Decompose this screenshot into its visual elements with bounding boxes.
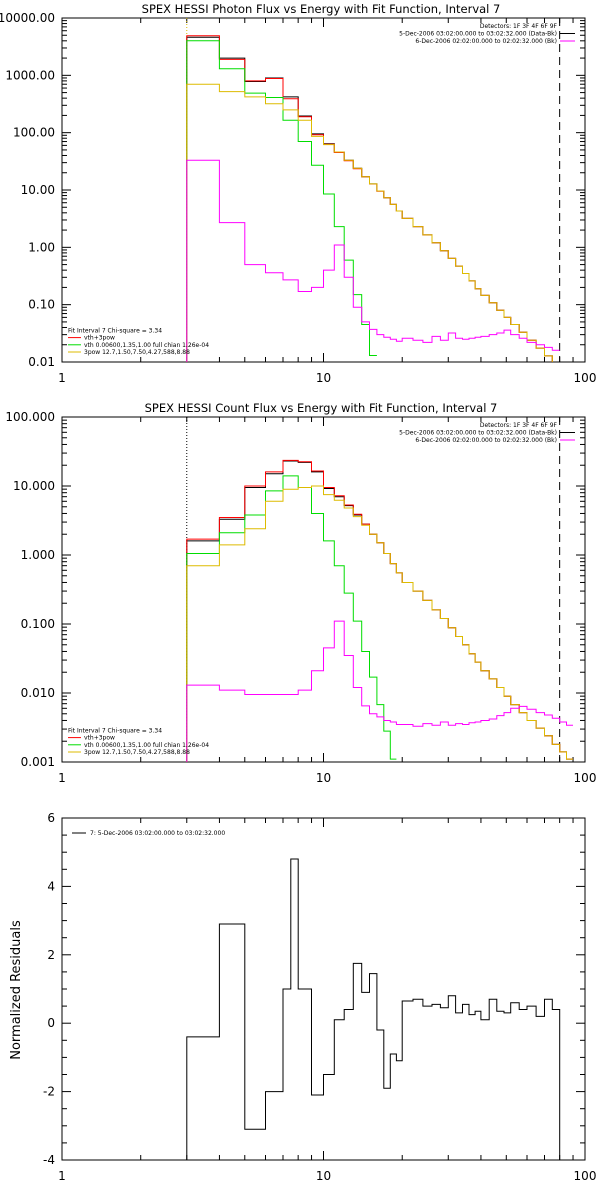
residual-ytick-label: 6	[47, 811, 55, 825]
residual-ytick-label: 0	[47, 1016, 55, 1030]
count-ytick-label: 0.100	[21, 617, 55, 631]
count-xtick-label: 1	[58, 771, 66, 785]
residual-xtick-label: 100	[574, 1169, 597, 1183]
photon-legend-text: Detectors: 1F 3F 4F 6F 9F	[480, 23, 558, 30]
photon-legend-text: vth 0.00600,1.35,1.00 full chian 1.26e-0…	[84, 342, 209, 349]
photon-xtick-label: 10	[316, 371, 331, 385]
count-legend-text: 6-Dec-2006 02:02:00.000 to 02:02:32.000 …	[415, 437, 557, 444]
residual-ytick-label: -2	[43, 1085, 55, 1099]
count-legend-text: 3pow 12.7,1.50,7.50,4.27,588,8.88	[84, 749, 190, 756]
count-series-bk	[186, 620, 573, 762]
count-series-3pow	[186, 485, 573, 762]
photon-ytick-label: 1.00	[28, 240, 55, 254]
residuals-chart: Normalized Residuals 1 10 100 -4 -2 0 2 4 6 7: 5-…	[9, 811, 596, 1183]
residual-xtick-label: 1	[58, 1169, 66, 1183]
photon-legend-text: 3pow 12.7,1.50,7.50,4.27,588,8.88	[84, 349, 190, 356]
residuals-ylabel: Normalized Residuals	[9, 920, 24, 1060]
photon-ytick-label: 0.01	[28, 355, 55, 369]
residual-legend-text: 7: 5-Dec-2006 03:02:00.000 to 03:02:32.0…	[90, 830, 225, 837]
count-flux-chart: SPEX HESSI Count Flux vs Energy with Fit…	[5, 401, 596, 785]
photon-flux-chart: SPEX HESSI Photon Flux vs Energy with Fi…	[0, 2, 596, 385]
photon-ytick-label: 100.00	[13, 126, 55, 140]
count-legend-text: Fit Interval 7 Chi-square = 3.34	[68, 727, 162, 734]
count-legend-text: 5-Dec-2006 03:02:00.000 to 03:02:32.000 …	[399, 430, 557, 437]
photon-xtick-label: 1	[58, 371, 66, 385]
count-ytick-label: 100.000	[5, 410, 55, 424]
count-legend-text: Detectors: 1F 3F 4F 6F 9F	[480, 422, 558, 429]
count-xtick-label: 100	[574, 771, 597, 785]
residual-ytick-label: 2	[47, 948, 55, 962]
count-legend-text: vth 0.00600,1.35,1.00 full chian 1.26e-0…	[84, 742, 209, 749]
count-ytick-label: 1.000	[21, 548, 55, 562]
count-legend-text: vth+3pow	[84, 735, 115, 742]
photon-series-vth	[186, 40, 377, 362]
photon-ytick-label: 1000.00	[5, 68, 55, 82]
photon-xtick-label: 100	[574, 371, 597, 385]
photon-legend-text: Fit Interval 7 Chi-square = 3.34	[68, 327, 162, 334]
count-flux-title: SPEX HESSI Count Flux vs Energy with Fit…	[145, 401, 498, 415]
count-xtick-label: 10	[316, 771, 331, 785]
count-series-vth	[186, 475, 397, 762]
residual-xtick-label: 10	[316, 1169, 331, 1183]
photon-series-bk	[186, 159, 560, 362]
residual-plot-frame	[61, 817, 586, 1161]
residual-series-7-5-dec-2006-03-02-00-000-to-03-02-32-000	[186, 858, 561, 1160]
residual-ytick-label: 4	[47, 879, 55, 893]
photon-series-3pow	[186, 83, 553, 362]
residual-ytick-label: -4	[43, 1153, 55, 1167]
count-ytick-label: 10.000	[13, 479, 55, 493]
count-ytick-label: 0.010	[21, 686, 55, 700]
photon-ytick-label: 10.00	[21, 183, 55, 197]
photon-legend-text: 5-Dec-2006 03:02:00.000 to 03:02:32.000 …	[399, 31, 557, 38]
photon-legend-text: vth+3pow	[84, 335, 115, 342]
photon-ytick-label: 10000.00	[0, 11, 55, 25]
photon-legend-text: 6-Dec-2006 02:02:00.000 to 02:02:32.000 …	[415, 38, 557, 45]
count-ytick-label: 0.001	[21, 755, 55, 769]
photon-ytick-label: 0.10	[28, 298, 55, 312]
photon-flux-title: SPEX HESSI Photon Flux vs Energy with Fi…	[142, 2, 501, 16]
count-plot-frame	[61, 416, 586, 763]
